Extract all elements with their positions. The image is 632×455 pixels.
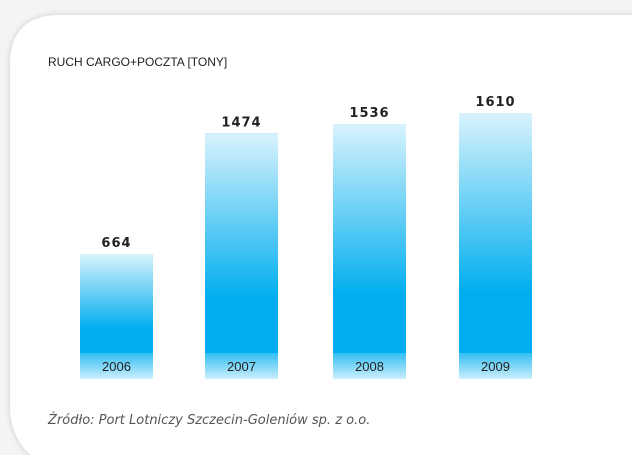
x-tick-label: 2007 [227,359,256,374]
x-tick-label: 2006 [102,359,131,374]
value-label: 1610 [475,95,515,110]
source: Źródło: Port Lotniczy Szczecin-Goleniów … [47,412,370,428]
bar-highlight [205,133,278,353]
chart-title: RUCH CARGO+POCZTA [TONY] [48,55,227,69]
bar-highlight [459,113,532,353]
x-tick-label: 2009 [481,359,510,374]
category-band [459,353,532,379]
bar-highlight [333,124,406,353]
value-label: 1474 [221,115,261,130]
value-label: 1536 [349,106,389,121]
category-band [333,353,406,379]
x-tick-label: 2008 [355,359,384,374]
category-band [80,353,153,379]
card [10,15,632,455]
bar-highlight [80,254,153,353]
value-label: 664 [101,236,131,251]
category-band [205,353,278,379]
